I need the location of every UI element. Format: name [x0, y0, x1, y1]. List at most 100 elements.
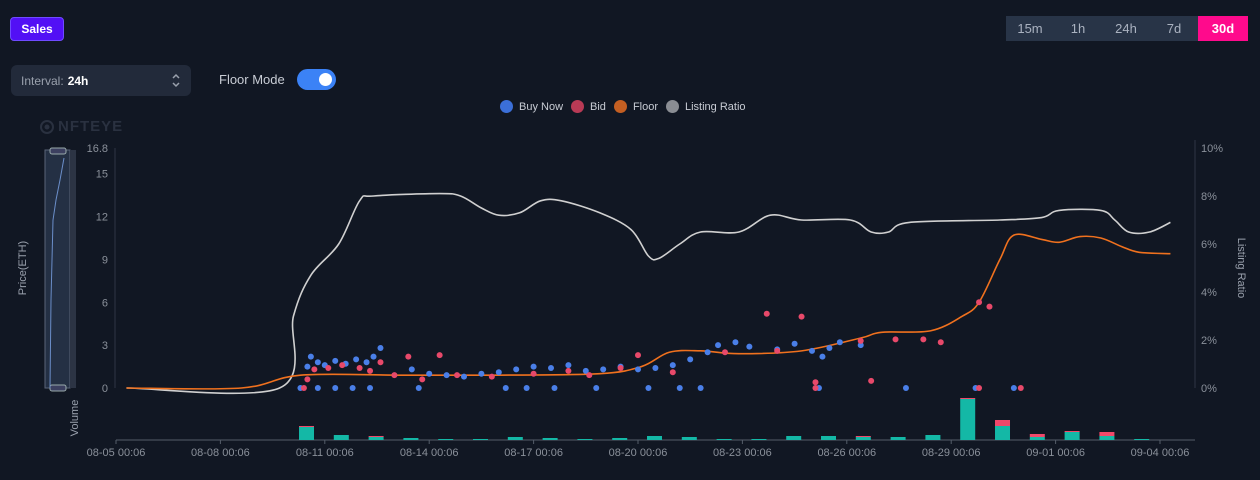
bid-point — [391, 372, 398, 379]
buy-now-point — [715, 342, 722, 349]
buy-now-point — [669, 362, 676, 369]
x-tick-label: 08-29 00:06 — [922, 447, 981, 459]
bid-point — [488, 373, 495, 380]
legend-floor[interactable]: Floor — [613, 100, 658, 113]
x-tick-label: 08-14 00:06 — [400, 447, 459, 459]
bid-point — [669, 369, 676, 376]
buy-now-point — [426, 370, 433, 377]
buy-now-point — [370, 353, 377, 360]
x-tick-label: 09-04 00:06 — [1131, 447, 1190, 459]
legend-dot-icon — [500, 100, 513, 113]
volume-bar-buy — [995, 426, 1011, 440]
bid-point — [356, 365, 363, 371]
bid-point — [454, 372, 461, 379]
range-30d-button[interactable]: 30d — [1198, 16, 1248, 41]
buy-now-point — [819, 353, 826, 360]
x-tick-label: 08-23 00:06 — [713, 447, 772, 459]
range-1h-button[interactable]: 1h — [1070, 21, 1086, 36]
x-tick-label: 08-17 00:06 — [504, 447, 563, 459]
legend-label: Buy Now — [519, 100, 564, 113]
buy-now-point — [809, 347, 815, 354]
volume-bar-buy — [368, 437, 384, 440]
y-tick-label: 16.8 — [87, 143, 108, 155]
volume-bar-buy — [786, 436, 802, 440]
legend-label: Bid — [590, 100, 606, 113]
volume-bar-bid — [368, 436, 384, 437]
bid-point — [868, 377, 875, 384]
interval-select[interactable]: Interval: 24h — [11, 65, 191, 96]
buy-now-point — [902, 385, 909, 391]
volume-bar-buy — [577, 439, 593, 440]
buy-now-point — [791, 340, 798, 347]
bid-point — [920, 336, 927, 343]
buy-now-point — [857, 342, 864, 349]
y-tick-label: 6 — [102, 297, 108, 309]
buy-now-point — [314, 385, 321, 391]
zoom-slider-preview-line — [49, 157, 65, 389]
bid-point — [530, 370, 537, 377]
buy-now-point — [582, 367, 589, 374]
volume-bar-buy — [751, 439, 767, 440]
x-tick-label: 08-20 00:06 — [609, 447, 668, 459]
legend-dot-icon — [613, 100, 627, 113]
legend-bid[interactable]: Bid — [571, 100, 606, 113]
y-tick-label: 9 — [102, 254, 108, 266]
range-7d-button[interactable]: 7d — [1166, 21, 1182, 36]
range-15m-button[interactable]: 15m — [1017, 21, 1043, 36]
zoom-slider-top-handle[interactable] — [49, 147, 67, 155]
x-tick-label: 08-26 00:06 — [817, 447, 876, 459]
buy-now-point — [332, 385, 339, 391]
buy-now-point — [676, 385, 683, 391]
volume-bar-buy — [438, 439, 454, 440]
bid-point — [976, 299, 983, 306]
zoom-slider-bottom-handle[interactable] — [49, 384, 67, 392]
legend-buy-now[interactable]: Buy Now — [500, 100, 563, 113]
volume-bar-bid — [1064, 431, 1080, 432]
range-24h-button[interactable]: 24h — [1115, 21, 1137, 36]
volume-bar-buy — [821, 436, 837, 440]
bid-point — [300, 385, 307, 391]
buy-now-point — [826, 345, 833, 351]
buy-now-point — [408, 366, 415, 373]
buy-now-point — [652, 365, 659, 371]
bid-point — [419, 376, 426, 383]
buy-now-point — [600, 366, 607, 373]
volume-bar-buy — [507, 437, 523, 440]
interval-label: Interval: — [21, 73, 64, 88]
bid-point — [763, 310, 770, 317]
buy-now-point — [548, 365, 554, 371]
buy-now-point — [461, 373, 467, 380]
bid-point — [377, 359, 384, 366]
watermark-text: NFTEYE — [58, 118, 124, 135]
legend-dot-icon — [571, 100, 585, 113]
nfteye-watermark-logo: NFTEYE — [40, 118, 123, 135]
bid-point — [635, 352, 641, 359]
bid-point — [405, 353, 412, 360]
volume-bar-bid — [855, 436, 871, 437]
buy-now-point — [530, 363, 537, 370]
buy-now-point — [314, 359, 321, 366]
volume-bar-buy — [1134, 439, 1150, 440]
legend-listing-ratio[interactable]: Listing Ratio — [666, 100, 746, 113]
volume-bar-buy — [716, 439, 732, 440]
buy-now-point — [363, 359, 370, 366]
sales-tab-button[interactable]: Sales — [10, 17, 64, 41]
bid-point — [325, 365, 332, 371]
bid-point — [986, 303, 993, 310]
bid-point — [976, 385, 983, 391]
buy-now-point — [523, 385, 530, 391]
volume-bar-buy — [890, 437, 906, 440]
volume-bar-buy — [1029, 437, 1045, 440]
floor-line — [126, 233, 1171, 390]
volume-bar-bid — [995, 420, 1011, 426]
y2-tick-label: 6% — [1201, 239, 1217, 251]
x-tick-label: 08-08 00:06 — [191, 447, 250, 459]
buy-now-point — [304, 363, 311, 370]
floor-mode-toggle[interactable] — [297, 69, 336, 90]
floor-mode-label: Floor Mode — [219, 72, 285, 87]
buy-now-point — [367, 385, 374, 391]
buy-now-point — [332, 357, 339, 364]
buy-now-point — [307, 353, 314, 360]
legend-dot-icon — [666, 100, 679, 113]
